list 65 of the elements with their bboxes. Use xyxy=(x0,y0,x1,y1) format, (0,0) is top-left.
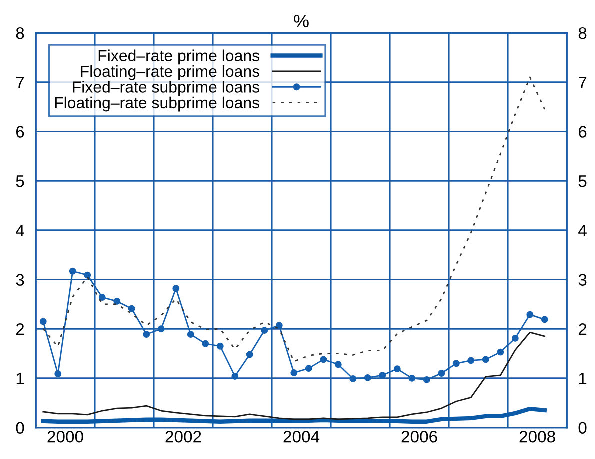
y-tick-label: 6 xyxy=(16,126,24,138)
point xyxy=(468,357,475,364)
y-tick-label: 7 xyxy=(16,76,24,88)
y-tick-label: 1 xyxy=(16,373,24,384)
y2-tick-label: 3 xyxy=(578,274,587,286)
legend-label: Fixed–rate subprime loans xyxy=(73,81,260,96)
legend-label: Floating–rate subprime loans xyxy=(55,96,260,112)
y2-tick-label: 2 xyxy=(578,324,587,336)
x-tick-label: 2004 xyxy=(284,431,320,443)
point xyxy=(128,305,136,312)
y-tick-label: 4 xyxy=(16,224,24,236)
point xyxy=(452,360,460,368)
point xyxy=(232,373,239,380)
y-tick-label: 5 xyxy=(16,176,24,188)
point xyxy=(202,340,210,348)
line-series xyxy=(42,332,546,420)
point xyxy=(334,361,342,368)
point xyxy=(364,374,372,382)
point xyxy=(320,356,328,364)
x-tick-label: 2002 xyxy=(166,431,202,443)
point xyxy=(482,356,490,364)
point xyxy=(394,366,401,373)
y2-tick-label: 0 xyxy=(578,422,587,434)
point xyxy=(54,370,62,378)
point xyxy=(216,342,224,350)
point xyxy=(408,374,416,382)
point xyxy=(379,372,386,379)
y2-tick-label: 6 xyxy=(578,126,587,138)
point xyxy=(261,327,268,334)
point xyxy=(541,316,548,324)
point xyxy=(84,272,92,279)
chart-title: % xyxy=(294,14,309,28)
x-tick-label: 2008 xyxy=(520,431,556,443)
point xyxy=(172,285,180,292)
point xyxy=(350,375,357,382)
point xyxy=(526,311,534,318)
x-tick-label: 2006 xyxy=(402,431,438,443)
legend-label: Fixed–rate prime loans xyxy=(98,50,260,65)
point xyxy=(143,331,150,338)
point xyxy=(114,298,121,305)
point xyxy=(98,294,106,301)
point xyxy=(512,335,519,342)
y-tick-label: 0 xyxy=(16,422,24,434)
y2-tick-label: 7 xyxy=(579,76,587,88)
point xyxy=(187,331,194,338)
y-tick-label: 2 xyxy=(16,324,24,336)
point xyxy=(438,370,446,377)
y-tick-label: 3 xyxy=(16,274,24,286)
x-tick-label: 2000 xyxy=(48,431,84,443)
point xyxy=(290,370,298,376)
point xyxy=(158,326,165,333)
point xyxy=(40,318,47,326)
point xyxy=(305,365,312,372)
y2-tick-label: 5 xyxy=(578,176,587,188)
point xyxy=(276,322,283,330)
y-tick-label: 8 xyxy=(16,27,24,40)
y2-tick-label: 8 xyxy=(578,27,587,40)
point xyxy=(497,348,504,356)
point xyxy=(246,351,254,358)
y2-tick-label: 4 xyxy=(578,224,587,236)
line-series xyxy=(41,406,547,424)
point xyxy=(423,376,430,384)
point xyxy=(69,268,76,275)
y2-tick-label: 1 xyxy=(579,373,587,384)
legend-label: Floating–rate prime loans xyxy=(81,65,260,80)
